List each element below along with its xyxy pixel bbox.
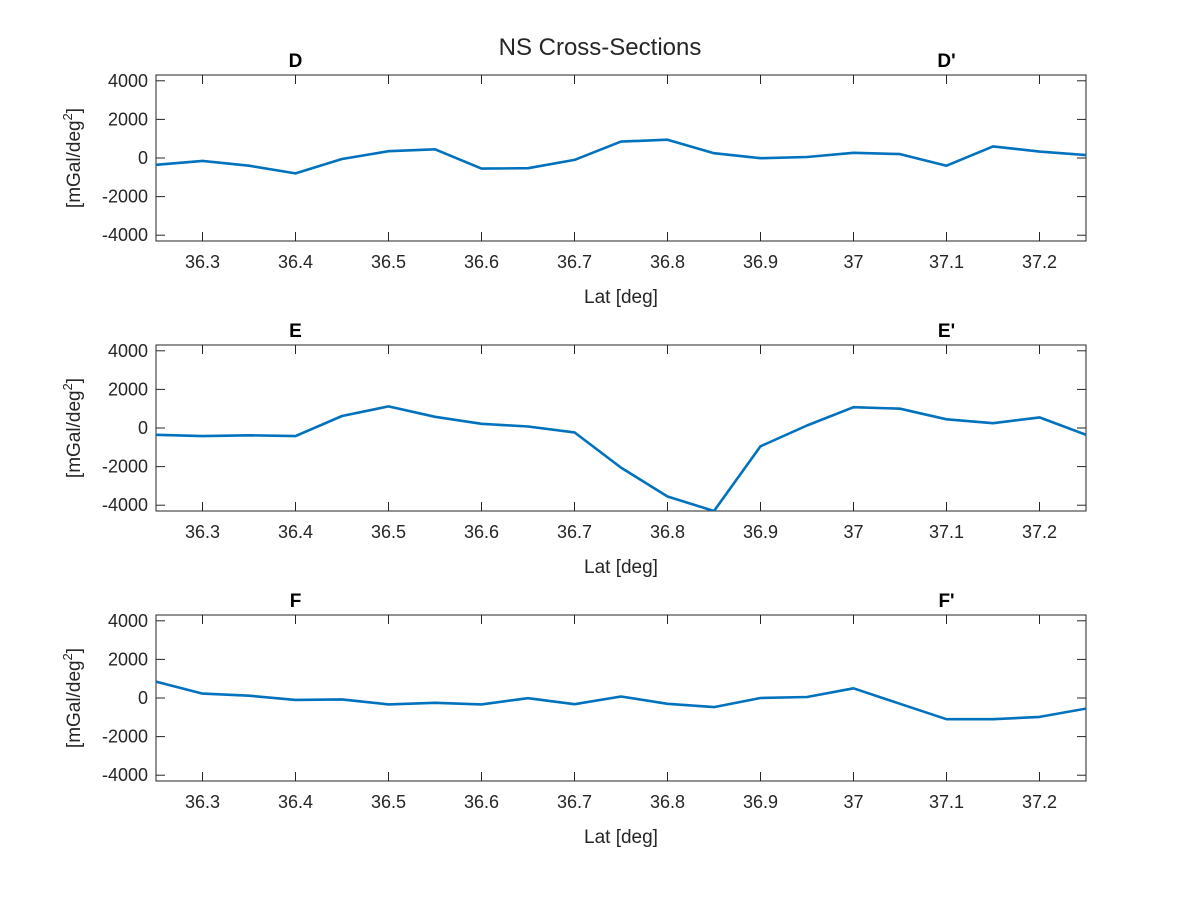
y-axis-label: [mGal/deg2] xyxy=(60,648,85,748)
x-tick-label: 36.9 xyxy=(743,522,778,542)
y-tick-label: 0 xyxy=(138,418,148,438)
y-axis-label-suffix: ] xyxy=(64,648,85,653)
x-tick-label: 36.6 xyxy=(464,252,499,272)
x-axis-label: Lat [deg] xyxy=(584,287,658,308)
x-tick-label: 37.1 xyxy=(929,792,964,812)
y-tick-label: 4000 xyxy=(108,611,148,631)
y-tick-label: -2000 xyxy=(102,457,148,477)
x-tick-label: 36.9 xyxy=(743,792,778,812)
x-tick-label: 37.2 xyxy=(1022,792,1057,812)
y-axis-label-superscript: 2 xyxy=(60,113,75,120)
section-start-label: E xyxy=(289,321,302,342)
section-end-label: E' xyxy=(938,321,955,342)
x-tick-label: 36.8 xyxy=(650,792,685,812)
y-tick-label: -2000 xyxy=(102,727,148,747)
x-tick-label: 36.8 xyxy=(650,252,685,272)
x-tick-label: 37 xyxy=(843,252,863,272)
section-start-label: F xyxy=(290,591,302,612)
y-tick-label: 2000 xyxy=(108,109,148,129)
panel-e: 36.3 36.4 36.5 36.6 36.7 36.8 36.9 37 37.1 37.2 40… xyxy=(60,321,1087,578)
x-tick-label: 36.3 xyxy=(185,522,220,542)
x-tick-label: 36.5 xyxy=(371,792,406,812)
x-tick-label: 36.7 xyxy=(557,792,592,812)
series-line xyxy=(156,138,1086,175)
panel-f: 36.3 36.4 36.5 36.6 36.7 36.8 36.9 37 37.1 37.2 40… xyxy=(60,591,1087,848)
y-tick-label: -4000 xyxy=(102,225,148,245)
series-line xyxy=(156,680,1086,721)
y-axis-label-superscript: 2 xyxy=(60,653,75,660)
x-tick-label: 37.1 xyxy=(929,252,964,272)
x-tick-label: 36.6 xyxy=(464,792,499,812)
panel-d: 36.3 36.4 36.5 36.6 36.7 36.8 36.9 37 37.1 37.2 40… xyxy=(60,51,1087,308)
x-tick-label: 36.4 xyxy=(278,522,313,542)
y-axis-label-main: [mGal/deg xyxy=(64,660,85,748)
x-tick-label: 36.7 xyxy=(557,522,592,542)
y-axis-label-main: [mGal/deg xyxy=(64,120,85,208)
x-tick-label: 36.5 xyxy=(371,522,406,542)
series-line xyxy=(156,405,1086,511)
figure-title: NS Cross-Sections xyxy=(499,34,702,61)
section-end-label: D' xyxy=(937,51,955,72)
y-axis-label-suffix: ] xyxy=(64,378,85,383)
y-tick-label: -2000 xyxy=(102,187,148,207)
x-axis-label: Lat [deg] xyxy=(584,827,658,848)
y-tick-label: 4000 xyxy=(108,71,148,91)
y-axis-label-superscript: 2 xyxy=(60,383,75,390)
x-tick-label: 37.1 xyxy=(929,522,964,542)
y-tick-label: 4000 xyxy=(108,341,148,361)
x-tick-label: 36.8 xyxy=(650,522,685,542)
y-tick-label: -4000 xyxy=(102,495,148,515)
y-axis-label-main: [mGal/deg xyxy=(64,390,85,478)
y-tick-label: 2000 xyxy=(108,649,148,669)
panels-group: 36.3 36.4 36.5 36.6 36.7 36.8 36.9 37 37.1 37.2 40… xyxy=(60,51,1087,848)
x-tick-label: 37.2 xyxy=(1022,522,1057,542)
x-tick-label: 36.4 xyxy=(278,252,313,272)
y-axis-label: [mGal/deg2] xyxy=(60,378,85,478)
x-tick-label: 36.7 xyxy=(557,252,592,272)
x-axis-label: Lat [deg] xyxy=(584,557,658,578)
y-tick-label: 2000 xyxy=(108,379,148,399)
x-tick-label: 37 xyxy=(843,522,863,542)
y-axis-label: [mGal/deg2] xyxy=(60,108,85,208)
section-end-label: F' xyxy=(938,591,954,612)
x-tick-label: 36.3 xyxy=(185,792,220,812)
y-tick-label: -4000 xyxy=(102,765,148,785)
x-tick-label: 36.5 xyxy=(371,252,406,272)
x-tick-label: 36.3 xyxy=(185,252,220,272)
x-tick-label: 36.4 xyxy=(278,792,313,812)
y-tick-label: 0 xyxy=(138,148,148,168)
x-tick-label: 36.6 xyxy=(464,522,499,542)
x-tick-label: 37 xyxy=(843,792,863,812)
y-axis-label-suffix: ] xyxy=(64,108,85,113)
y-tick-label: 0 xyxy=(138,688,148,708)
x-tick-label: 37.2 xyxy=(1022,252,1057,272)
section-start-label: D xyxy=(289,51,303,72)
x-tick-label: 36.9 xyxy=(743,252,778,272)
